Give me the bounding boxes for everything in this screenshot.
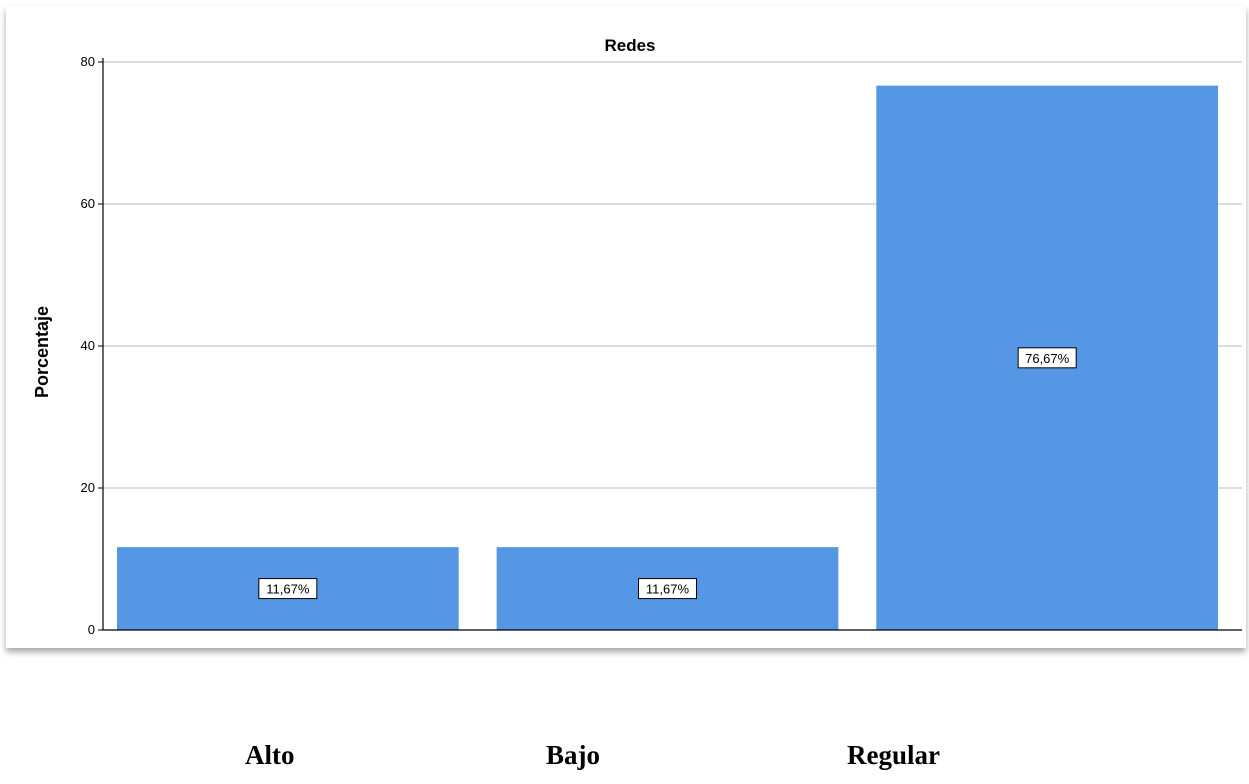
data-labels: 11,67% 11,67% 76,67% (258, 347, 1077, 600)
data-label-box (258, 578, 318, 600)
chart-title: Redes (604, 36, 655, 55)
category-label-alto: Alto (245, 740, 295, 770)
y-axis-label: Porcentaje (32, 306, 52, 398)
chart-panel: Redes Porcentaje 11,67% 11,67% 76,67% 0 20 4… (6, 6, 1246, 648)
data-label: 11,67% (646, 582, 690, 597)
data-label: 11,67% (266, 582, 310, 597)
data-label: 76,67% (1025, 351, 1070, 366)
y-tick-label: 0 (88, 622, 95, 637)
y-tick-label: 20 (81, 480, 95, 495)
y-tick-label: 40 (81, 338, 95, 353)
data-label-box (1017, 347, 1077, 369)
axes: 0 20 40 60 80 (81, 54, 1242, 637)
category-label-regular: Regular (847, 740, 940, 770)
bar-chart: Redes Porcentaje 11,67% 11,67% 76,67% 0 20 4… (32, 36, 1242, 637)
category-label-bajo: Bajo (546, 740, 600, 770)
data-label-box (638, 578, 697, 600)
y-tick-label: 80 (81, 54, 95, 69)
y-tick-label: 60 (81, 196, 95, 211)
